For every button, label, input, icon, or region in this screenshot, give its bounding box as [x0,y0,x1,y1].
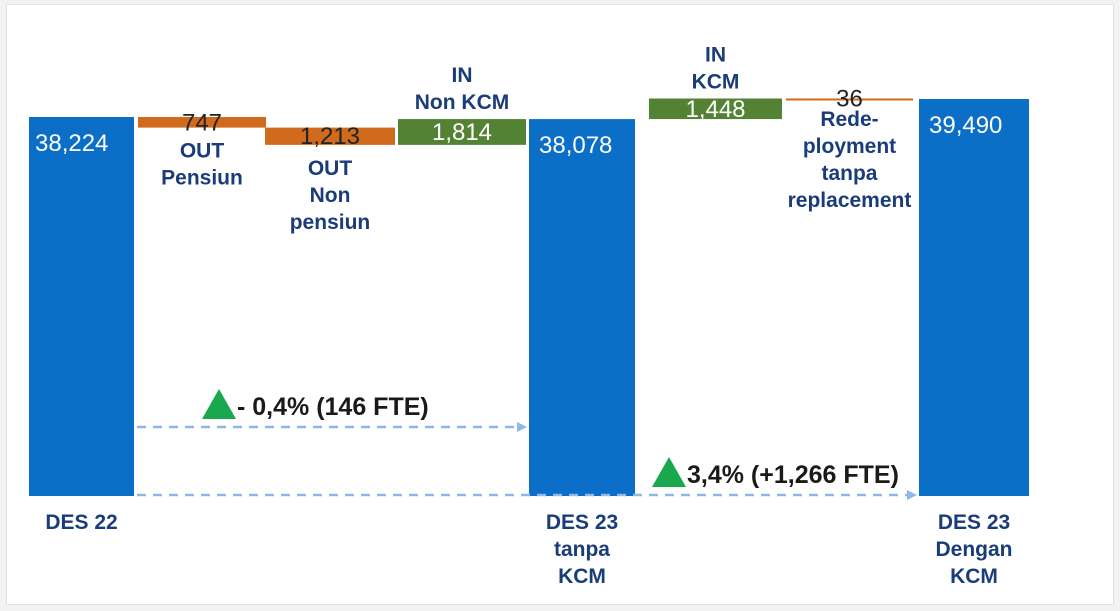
data-label-8: 39,490 [929,112,1002,139]
category-label-4: IN Non KCM [415,64,509,114]
bar-2 [138,117,266,128]
category-label-6: IN KCM [692,43,740,93]
annotation-text-2: 3,4% (+1,266 FTE) [687,461,899,489]
category-label-1: DES 22 [45,511,117,534]
category-label-5: DES 23 tanpa KCM [546,511,618,588]
arrows-layer [137,389,917,500]
data-label-5: 38,078 [539,132,612,159]
category-label-8: DES 23 Dengan KCM [935,511,1012,588]
annotation-text-1: - 0,4% (146 FTE) [237,393,429,421]
bar-6 [649,98,782,120]
data-label-3: 1,213 [300,123,360,150]
bar-8 [919,99,1029,496]
bars-layer [29,98,1029,496]
data-label-1: 38,224 [35,130,108,157]
bar-3 [265,127,395,145]
bar-7 [786,98,913,101]
triangle-up-icon [652,457,686,487]
category-label-2: OUT Pensiun [161,140,243,190]
bar-4 [398,119,526,145]
bar-5 [529,119,635,496]
bar-1 [29,117,134,496]
category-label-7: Rede-ployment tanpa replacement [788,108,912,212]
chart-frame: 38,224 DES 22 747 OUT Pensiun 1,213 OUT Non pens… [6,4,1114,605]
category-label-3: OUT Non pensiun [290,157,371,234]
data-label-7: 36 [836,86,863,113]
labels-layer: 38,224 DES 22 747 OUT Pensiun 1,213 OUT Non pens… [35,43,1013,588]
data-label-6: 1,448 [685,96,745,123]
data-label-4: 1,814 [432,119,492,146]
data-label-2: 747 [182,109,222,136]
waterfall-chart: 38,224 DES 22 747 OUT Pensiun 1,213 OUT Non pens… [29,43,1029,588]
triangle-up-icon [202,389,236,419]
